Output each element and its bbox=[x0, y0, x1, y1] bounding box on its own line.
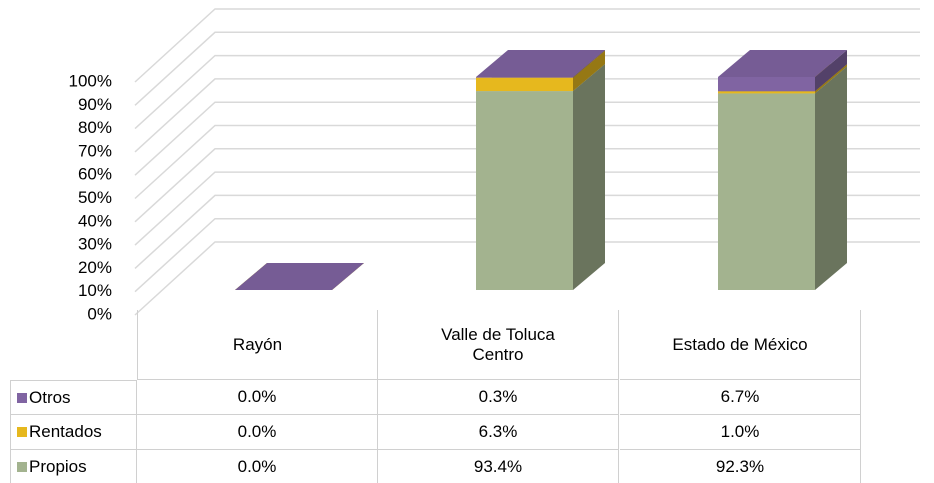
y-tick-label: 40% bbox=[78, 211, 112, 230]
grid-line bbox=[134, 217, 920, 293]
legend-swatch bbox=[17, 427, 27, 437]
bar-top bbox=[718, 50, 847, 77]
bar-front bbox=[476, 91, 573, 290]
value-label: 1.0% bbox=[620, 415, 861, 450]
bar-top bbox=[476, 50, 605, 77]
grid-line bbox=[134, 8, 920, 83]
legend-entry: Propios bbox=[10, 450, 137, 483]
grid-line bbox=[134, 241, 920, 316]
value-label: 93.4% bbox=[378, 450, 619, 483]
bar-side bbox=[573, 64, 605, 290]
value-label: 0.0% bbox=[137, 450, 378, 483]
y-tick-label: 90% bbox=[78, 95, 112, 114]
bar-side bbox=[573, 50, 605, 92]
bar-front bbox=[718, 77, 815, 92]
value-label: 92.3% bbox=[620, 450, 861, 483]
bar-front bbox=[718, 91, 815, 94]
legend-label: Propios bbox=[29, 457, 87, 476]
value-label: 0.0% bbox=[137, 380, 378, 415]
y-tick-label: 60% bbox=[78, 165, 112, 184]
legend-label: Rentados bbox=[29, 422, 102, 441]
grid-line bbox=[134, 194, 920, 269]
category-label: Estado de México bbox=[620, 310, 861, 380]
bar-side bbox=[815, 66, 847, 290]
bar-side bbox=[573, 50, 605, 78]
grid-line bbox=[134, 101, 920, 176]
bar-front bbox=[718, 93, 815, 290]
y-tick-label: 20% bbox=[78, 258, 112, 277]
y-tick-label: 100% bbox=[69, 71, 112, 90]
y-tick-label: 50% bbox=[78, 188, 112, 207]
legend-swatch bbox=[17, 392, 27, 403]
grid-line bbox=[134, 171, 920, 246]
bar-side bbox=[815, 50, 847, 92]
category-label: Rayón bbox=[137, 310, 378, 380]
y-tick-label: 10% bbox=[78, 281, 112, 300]
grid-line bbox=[134, 148, 920, 223]
legend-entry: Rentados bbox=[10, 415, 137, 450]
legend-entry: Otros bbox=[10, 380, 137, 415]
bar-top bbox=[235, 263, 364, 290]
y-tick-label: 30% bbox=[78, 235, 112, 254]
y-tick-label: 70% bbox=[78, 141, 112, 160]
grid-line bbox=[134, 124, 920, 200]
legend-label: Otros bbox=[29, 387, 71, 407]
value-label: 0.3% bbox=[378, 380, 619, 415]
value-label: 6.3% bbox=[378, 415, 619, 450]
y-tick-label: 0% bbox=[87, 304, 112, 323]
value-label: 0.0% bbox=[137, 415, 378, 450]
value-label: 6.7% bbox=[620, 380, 861, 415]
legend-swatch bbox=[17, 462, 27, 472]
grid-line bbox=[134, 78, 920, 153]
grid-line bbox=[134, 54, 920, 130]
bar-side bbox=[815, 64, 847, 94]
bar-front bbox=[476, 77, 573, 78]
y-tick-label: 80% bbox=[78, 118, 112, 137]
grid-line bbox=[134, 31, 920, 106]
category-label: Valle de Toluca Centro bbox=[378, 310, 619, 380]
bar-front bbox=[476, 77, 573, 92]
